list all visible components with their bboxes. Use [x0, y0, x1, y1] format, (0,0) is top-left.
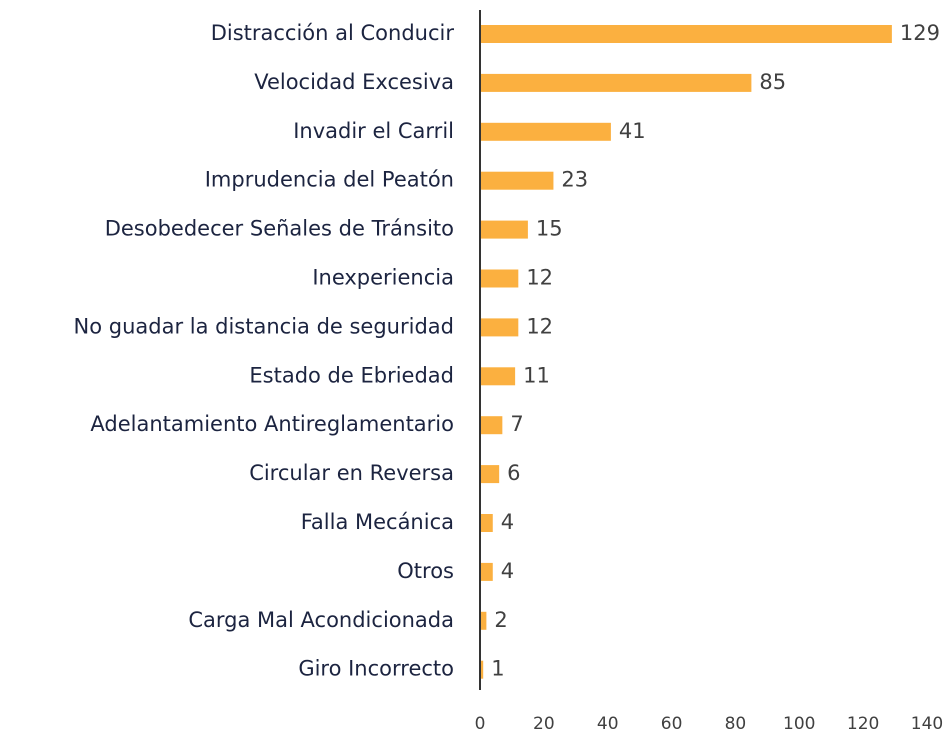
data-label: 11: [523, 363, 550, 387]
bar: [480, 367, 516, 386]
x-tick-label: 80: [725, 714, 747, 734]
x-tick-label: 0: [475, 714, 486, 734]
bar: [480, 220, 528, 239]
bar: [480, 660, 484, 679]
y-tick-label: Invadir el Carril: [293, 119, 454, 143]
data-label: 85: [759, 70, 786, 94]
data-label: 7: [510, 412, 523, 436]
data-label: 4: [501, 510, 514, 534]
bar: [480, 465, 500, 484]
y-tick-label: Otros: [397, 559, 454, 583]
data-label: 4: [501, 559, 514, 583]
y-tick-label: No guadar la distancia de seguridad: [74, 314, 455, 338]
y-tick-label: Giro Incorrecto: [298, 657, 454, 681]
bar: [480, 416, 503, 435]
bar: [480, 611, 487, 630]
data-label: 15: [536, 217, 563, 241]
y-tick-label: Adelantamiento Antireglamentario: [90, 412, 454, 436]
y-tick-label: Circular en Reversa: [249, 461, 454, 485]
data-label: 12: [526, 314, 553, 338]
y-tick-label: Imprudencia del Peatón: [205, 168, 454, 192]
bar: [480, 514, 493, 532]
data-label: 129: [900, 21, 940, 45]
x-tick-label: 120: [847, 714, 879, 734]
x-tick-label: 20: [533, 714, 555, 734]
data-label: 6: [507, 461, 520, 485]
bar: [480, 25, 892, 43]
bar: [480, 171, 554, 190]
y-tick-label: Estado de Ebriedad: [249, 363, 454, 387]
bar: [480, 562, 493, 581]
bar: [480, 73, 752, 92]
y-tick-label: Carga Mal Acondicionada: [188, 608, 454, 632]
data-label: 23: [561, 168, 588, 192]
x-tick-label: 40: [597, 714, 619, 734]
data-label: 12: [526, 266, 553, 290]
bar: [480, 269, 519, 288]
bar: [480, 318, 519, 337]
y-tick-label: Desobedecer Señales de Tránsito: [105, 217, 454, 241]
y-tick-label: Distracción al Conducir: [211, 21, 455, 45]
y-tick-label: Velocidad Excesiva: [254, 70, 454, 94]
data-label: 1: [491, 657, 504, 681]
x-tick-label: 60: [661, 714, 683, 734]
data-label: 2: [494, 608, 507, 632]
x-tick-label: 140: [911, 714, 943, 734]
y-tick-label: Inexperiencia: [312, 266, 454, 290]
data-label: 41: [619, 119, 646, 143]
y-tick-label: Falla Mecánica: [301, 510, 454, 534]
x-tick-label: 100: [783, 714, 815, 734]
bar: [480, 122, 611, 141]
